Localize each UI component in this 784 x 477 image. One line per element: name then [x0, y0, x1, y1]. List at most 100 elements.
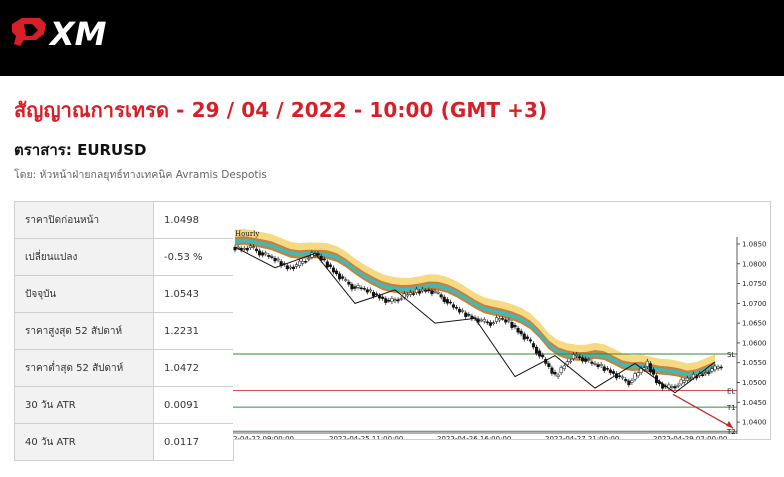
candle-body — [550, 367, 554, 374]
author-byline: โดย: หัวหน้าฝ่ายกลยุทธ์ทางเทคนิค Avramis… — [14, 169, 267, 181]
candle-body — [325, 261, 329, 268]
candle-body — [611, 371, 616, 374]
candle-body — [498, 318, 502, 321]
candle-body — [368, 289, 372, 292]
candle-body — [642, 367, 646, 370]
candle-body — [322, 258, 326, 261]
stat-label: 30 วัน ATR — [14, 386, 154, 424]
stat-label: ราคาต่ำสุด 52 สัปดาห์ — [14, 349, 154, 387]
candle-body — [516, 327, 520, 333]
candle-body — [525, 336, 529, 339]
candle-body — [433, 290, 437, 293]
candle-body — [713, 365, 717, 371]
svg-text:XM: XM — [48, 15, 107, 50]
candle-body — [270, 256, 274, 258]
candle-body — [405, 294, 409, 297]
candle-body — [414, 288, 419, 293]
candle-body — [522, 333, 526, 340]
candle-body — [621, 376, 625, 379]
candle-body — [494, 317, 499, 322]
candle-body — [670, 386, 674, 388]
stat-value: 1.0543 — [153, 275, 234, 313]
timeframe-label: Hourly — [235, 230, 259, 238]
candle-body — [331, 267, 336, 273]
candle-body — [587, 359, 591, 361]
candle-body — [565, 361, 569, 365]
candle-body — [307, 258, 311, 260]
candle-body — [651, 369, 656, 375]
candle-body — [365, 289, 369, 293]
projection-arrowhead — [726, 421, 733, 429]
ma-band-mid — [235, 236, 715, 380]
candle-body — [568, 360, 572, 363]
candle-body — [584, 358, 588, 362]
page-title: สัญญาณการเทรด - 29 / 04 / 2022 - 10:00 (… — [14, 98, 548, 122]
candle-body — [556, 374, 560, 377]
candle-body — [679, 379, 683, 385]
stat-label: ราคาปิดก่อนหน้า — [14, 201, 154, 239]
candle-body — [479, 319, 483, 322]
candle-body — [387, 299, 391, 302]
candle-body — [248, 245, 252, 248]
candle-body — [719, 366, 723, 369]
candle-body — [408, 292, 412, 295]
candle-body — [710, 368, 714, 372]
stat-label: ราคาสูงสุด 52 สัปดาห์ — [14, 312, 154, 350]
x-tick-label: 2022-04-26 16:00:00 — [437, 435, 511, 439]
candle-body — [485, 321, 489, 324]
y-tick-label: 1.0650 — [742, 320, 767, 328]
level-label-el: EL — [727, 387, 735, 395]
candle-body — [534, 346, 539, 354]
stats-row: เปลี่ยนแปลง -0.53 % — [14, 238, 234, 276]
candle-body — [673, 386, 677, 389]
stat-value: -0.53 % — [153, 238, 234, 276]
candle-body — [553, 371, 557, 375]
candle-body — [276, 258, 280, 261]
candle-body — [593, 363, 597, 365]
candle-body — [618, 375, 622, 377]
candle-body — [390, 298, 394, 303]
candle-body — [338, 273, 342, 280]
candle-body — [559, 367, 563, 373]
candle-body — [264, 252, 268, 255]
candle-body — [645, 360, 649, 367]
candle-body — [448, 301, 452, 304]
candle-body — [704, 372, 708, 375]
candle-body — [371, 292, 376, 297]
y-tick-label: 1.0750 — [742, 280, 767, 288]
stats-table: ราคาปิดก่อนหน้า 1.0498 เปลี่ยนแปลง -0.53 % ป… — [14, 201, 234, 461]
candle-body — [541, 354, 545, 358]
candle-body — [491, 322, 496, 325]
candle-body — [254, 248, 259, 252]
candle-body — [707, 372, 711, 374]
stat-value: 0.0117 — [153, 423, 234, 461]
candle-body — [464, 312, 468, 318]
candle-body — [430, 290, 434, 295]
x-tick-label: 2022-04-29 02:00:00 — [653, 435, 727, 439]
candle-body — [528, 339, 532, 342]
candle-body — [691, 373, 696, 379]
candle-body — [648, 363, 652, 373]
candle-body — [627, 380, 631, 386]
candle-body — [374, 293, 379, 296]
candle-body — [285, 265, 289, 270]
candle-body — [599, 364, 603, 366]
candle-body — [291, 266, 296, 270]
candle-body — [676, 384, 680, 387]
candle-body — [454, 307, 459, 309]
candle-body — [458, 308, 462, 313]
candle-body — [531, 343, 536, 348]
candle-body — [316, 253, 320, 256]
candle-body — [574, 354, 579, 356]
candle-body — [538, 350, 542, 357]
candle-body — [242, 247, 246, 250]
stats-row: ปัจจุบัน 1.0543 — [14, 275, 234, 313]
stat-label: เปลี่ยนแปลง — [14, 238, 154, 276]
candle-body — [519, 330, 523, 335]
y-tick-label: 1.0500 — [742, 379, 767, 387]
y-tick-label: 1.0700 — [742, 300, 767, 308]
candle-body — [590, 361, 594, 364]
xm-logo[interactable]: XM — [10, 14, 132, 50]
candle-body — [571, 354, 576, 359]
stats-row: 40 วัน ATR 0.0117 — [14, 423, 234, 461]
